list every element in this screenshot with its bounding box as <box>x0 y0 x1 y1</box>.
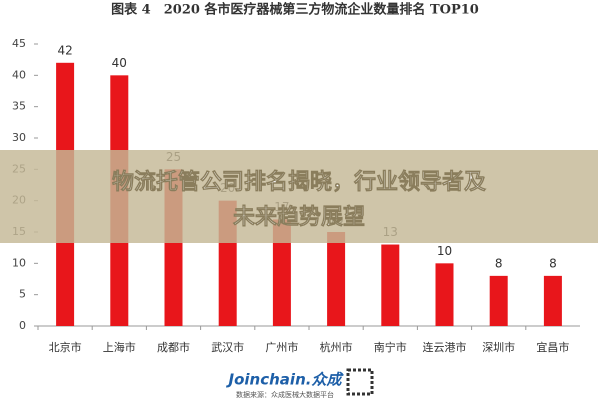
value-label: 40 <box>112 56 127 70</box>
footer-brand: Joinchain.众成 <box>226 371 345 389</box>
chart-title: 图表 4 2020 各市医疗器械第三方物流企业数量排名 TOP10 <box>111 2 479 18</box>
value-label: 8 <box>495 256 503 270</box>
x-tick-label: 广州市 <box>265 340 298 354</box>
bar <box>327 232 346 326</box>
qr-code <box>346 368 374 396</box>
bar <box>272 219 291 326</box>
x-tick-label: 上海市 <box>103 340 136 354</box>
y-tick-label: 45 <box>12 37 26 50</box>
x-tick-label: 宜昌市 <box>536 340 569 354</box>
x-tick-label: 北京市 <box>49 340 82 354</box>
x-tick-label: 杭州市 <box>320 340 353 354</box>
banner <box>0 150 598 243</box>
footer-source: 数据来源：众成医械大数据平台 <box>236 390 334 399</box>
y-tick-label: 0 <box>19 319 26 332</box>
y-tick-label: 35 <box>12 100 26 113</box>
x-tick-label: 深圳市 <box>482 340 515 354</box>
x-tick-label: 武汉市 <box>211 340 244 354</box>
bar <box>381 244 400 326</box>
value-label: 10 <box>437 244 452 258</box>
y-tick-label: 30 <box>12 131 26 144</box>
x-tick-label: 成都市 <box>157 340 190 354</box>
y-tick-label: 10 <box>12 256 26 269</box>
x-tick-label: 连云港市 <box>423 340 467 354</box>
banner-line: 物流托管公司排名揭晓，行业领导者及 <box>112 169 487 195</box>
bar <box>489 275 508 326</box>
bar <box>435 263 454 326</box>
y-tick-label: 5 <box>19 288 26 301</box>
x-tick-label: 南宁市 <box>374 340 407 354</box>
y-tick-label: 40 <box>12 68 26 81</box>
bar <box>543 275 562 326</box>
value-label: 8 <box>549 256 557 270</box>
banner-line: 未来趋势展望 <box>233 204 365 230</box>
value-label: 42 <box>57 43 72 57</box>
